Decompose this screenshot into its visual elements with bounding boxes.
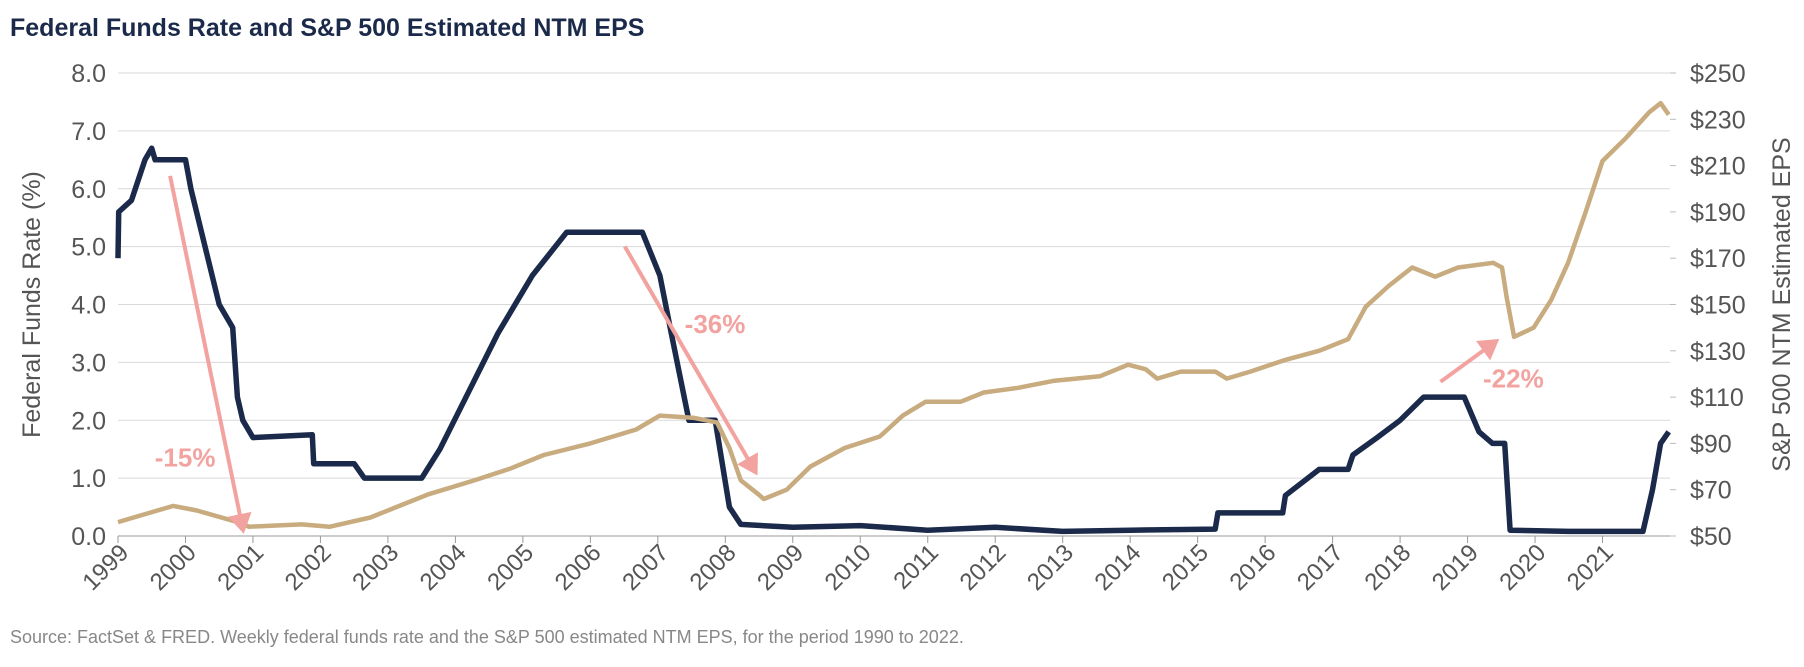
- x-tick-label: 2011: [888, 539, 944, 595]
- y2-tick-label: $50: [1690, 523, 1732, 551]
- y2-tick-label: $230: [1690, 106, 1746, 134]
- x-tick-label: 2015: [1157, 539, 1214, 596]
- x-tick-label: 2013: [1022, 539, 1079, 596]
- y-tick-label: 6.0: [71, 176, 106, 204]
- y2-tick-label: $150: [1690, 292, 1746, 320]
- y2-tick-label: $110: [1690, 384, 1744, 412]
- source-note: Source: FactSet & FRED. Weekly federal f…: [10, 627, 964, 647]
- y2-tick-label: $190: [1690, 199, 1746, 227]
- annotation-arrow: [168, 175, 252, 534]
- y2-tick-label: $170: [1690, 245, 1746, 273]
- y-tick-label: 5.0: [71, 234, 106, 262]
- x-tick-label: 2006: [550, 539, 607, 596]
- x-tick-label: 2020: [1494, 539, 1551, 596]
- x-tick-label: 2001: [212, 539, 269, 596]
- y2-tick-label: $90: [1690, 430, 1732, 458]
- x-tick-label: 2008: [685, 539, 742, 596]
- y2-tick-label: $70: [1690, 477, 1732, 505]
- series-line: [117, 100, 1671, 529]
- y2-tick-label: $250: [1690, 60, 1746, 88]
- x-tick-label: 2004: [415, 539, 472, 596]
- y-tick-label: 4.0: [71, 292, 106, 320]
- series-line: [115, 145, 1671, 535]
- annotation-label: -36%: [685, 309, 746, 339]
- y-tick-label: 0.0: [71, 523, 106, 551]
- y-tick-label: 3.0: [71, 349, 106, 377]
- x-tick-label: 2021: [1562, 539, 1619, 596]
- y-tick-label: 7.0: [71, 118, 106, 146]
- x-tick-label: 2017: [1292, 539, 1349, 596]
- x-tick-label: 2016: [1225, 539, 1282, 596]
- x-tick-label: 2000: [145, 539, 202, 596]
- y2-axis-title: S&P 500 NTM Estimated EPS: [1768, 137, 1796, 471]
- y-tick-label: 2.0: [71, 407, 106, 435]
- y-tick-label: 1.0: [71, 465, 106, 493]
- x-tick-label: 2009: [752, 539, 809, 596]
- x-tick-label: 2010: [820, 539, 877, 596]
- x-tick-label: 2019: [1427, 539, 1484, 596]
- annotation-label: -22%: [1483, 364, 1544, 394]
- x-tick-label: 2002: [280, 539, 337, 596]
- y2-tick-label: $130: [1690, 338, 1746, 366]
- x-tick-label: 2003: [347, 539, 404, 596]
- chart-title: Federal Funds Rate and S&P 500 Estimated…: [10, 14, 644, 42]
- annotation-arrow: [1439, 338, 1500, 384]
- y-axis-title: Federal Funds Rate (%): [18, 171, 46, 438]
- annotation-label: -15%: [155, 442, 216, 472]
- x-tick-label: 2018: [1359, 539, 1416, 596]
- y-tick-label: 8.0: [71, 60, 106, 88]
- x-tick-label: 2012: [955, 539, 1012, 596]
- x-tick-label: 2007: [617, 539, 674, 596]
- annotation-arrow: [623, 245, 758, 476]
- y2-tick-label: $210: [1690, 153, 1746, 181]
- x-tick-label: 2014: [1090, 539, 1147, 596]
- x-tick-label: 2005: [482, 539, 539, 596]
